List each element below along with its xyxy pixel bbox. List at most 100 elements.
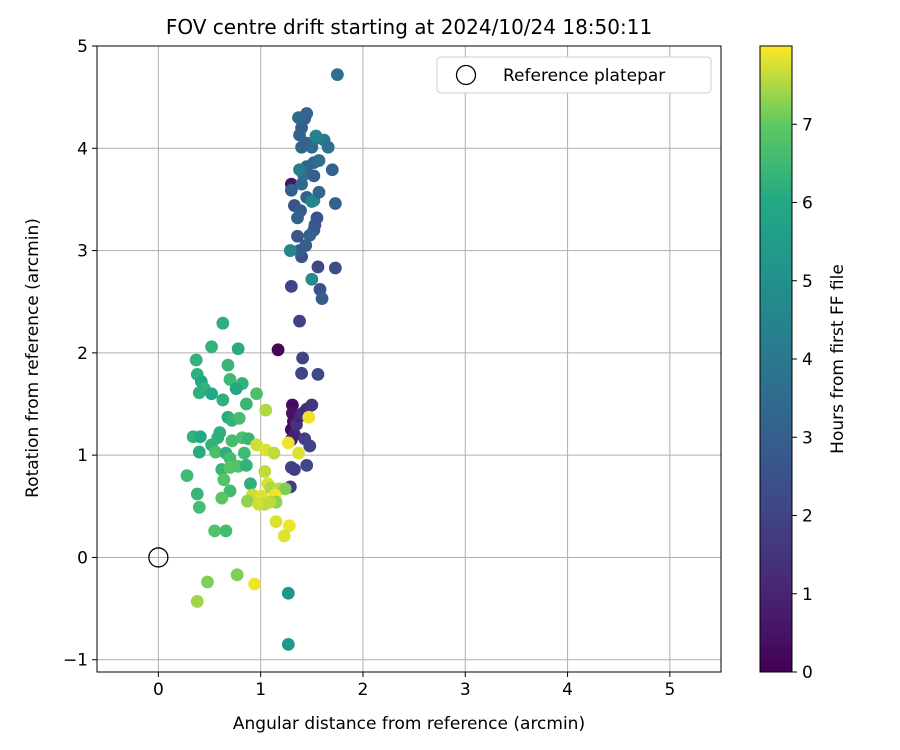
data-point	[296, 351, 310, 365]
data-point	[189, 353, 203, 367]
colorbar-tick-label: 5	[802, 272, 813, 292]
data-point	[281, 436, 295, 450]
data-point	[231, 342, 245, 356]
colorbar-tick-label: 6	[802, 194, 813, 214]
data-point	[217, 473, 231, 487]
y-tick-label: 5	[77, 37, 88, 57]
legend: Reference platepar	[436, 56, 712, 94]
y-tick-label: −1	[63, 651, 88, 671]
data-point	[330, 68, 344, 82]
data-point	[219, 524, 233, 538]
data-point	[205, 387, 218, 401]
chart-title: FOV centre drift starting at 2024/10/24 …	[166, 15, 652, 39]
data-point	[309, 129, 323, 143]
data-point	[295, 366, 308, 380]
data-point	[293, 314, 306, 328]
data-point	[278, 482, 292, 496]
colorbar-tick-label: 2	[802, 507, 813, 527]
data-point	[303, 439, 317, 453]
data-point	[252, 497, 266, 511]
data-point	[312, 185, 326, 199]
colorbar-tick-label: 4	[802, 350, 813, 370]
data-point	[328, 261, 342, 275]
data-point	[282, 519, 296, 533]
data-point	[325, 163, 339, 177]
data-point	[312, 154, 326, 167]
data-point	[269, 515, 283, 529]
data-point	[291, 229, 304, 243]
data-point	[293, 163, 306, 177]
data-point	[291, 211, 304, 225]
data-point	[216, 393, 230, 407]
x-tick-label: 4	[562, 680, 573, 700]
data-point	[221, 358, 235, 372]
data-point	[208, 524, 222, 538]
data-point	[232, 411, 246, 425]
data-point	[311, 367, 325, 381]
y-tick-label: 3	[77, 242, 88, 262]
data-point	[192, 386, 206, 400]
data-point	[192, 445, 206, 459]
data-point	[302, 410, 316, 424]
data-point	[239, 458, 253, 472]
data-point	[205, 340, 218, 354]
colorbar-ticks: 0 1 2 3 4 5 6 7	[792, 115, 813, 683]
data-point	[321, 140, 335, 154]
data-point	[223, 373, 237, 386]
data-point	[229, 382, 243, 396]
data-point	[311, 260, 325, 274]
data-point	[315, 292, 329, 306]
colorbar-gradient	[759, 45, 793, 673]
data-point	[180, 469, 194, 483]
data-point	[244, 477, 257, 491]
data-points	[180, 68, 344, 651]
x-tick-label: 0	[153, 680, 164, 700]
data-point	[305, 398, 319, 412]
x-axis-ticks: 0 1 2 3 4 5	[153, 672, 675, 700]
x-tick-label: 5	[664, 680, 675, 700]
y-tick-label: 0	[77, 548, 88, 568]
data-point	[267, 446, 281, 460]
colorbar-tick-label: 0	[802, 663, 813, 683]
data-point	[305, 272, 319, 286]
legend-box	[436, 56, 712, 94]
data-point	[288, 463, 301, 476]
reference-point	[148, 547, 169, 568]
colorbar-tick-label: 7	[802, 115, 813, 135]
data-point	[300, 458, 314, 472]
data-point	[225, 434, 239, 448]
y-tick-label: 1	[77, 446, 88, 466]
legend-marker-icon	[455, 64, 477, 86]
colorbar-tick-label: 3	[802, 428, 813, 448]
data-point	[250, 387, 263, 401]
data-point	[237, 446, 251, 460]
x-tick-label: 2	[358, 680, 369, 700]
reference-marker	[148, 547, 169, 568]
plot-area: 0 1 2 3 4 5 −1 0 1 2 3 4 5	[63, 37, 722, 700]
data-point	[216, 316, 230, 330]
data-point	[259, 403, 273, 417]
y-axis-label: Rotation from reference (arcmin)	[23, 218, 43, 498]
data-point	[192, 500, 206, 514]
y-tick-label: 4	[77, 139, 88, 159]
data-point	[277, 529, 291, 543]
data-point	[283, 244, 297, 257]
y-tick-label: 2	[77, 344, 88, 364]
data-point	[209, 445, 223, 459]
data-point	[263, 495, 277, 509]
data-point	[310, 211, 324, 225]
colorbar-label: Hours from first FF file	[828, 264, 848, 454]
data-point	[215, 491, 229, 505]
plot-frame	[96, 45, 722, 673]
data-point	[223, 451, 237, 465]
data-point	[328, 197, 342, 210]
data-point	[240, 494, 254, 508]
colorbar: 0 1 2 3 4 5 6 7 Hours from first FF file	[759, 45, 848, 683]
x-tick-label: 1	[255, 680, 266, 700]
data-point	[284, 183, 298, 197]
x-tick-label: 3	[460, 680, 471, 700]
data-point	[193, 430, 207, 444]
data-point	[190, 595, 204, 608]
data-point	[239, 397, 253, 411]
